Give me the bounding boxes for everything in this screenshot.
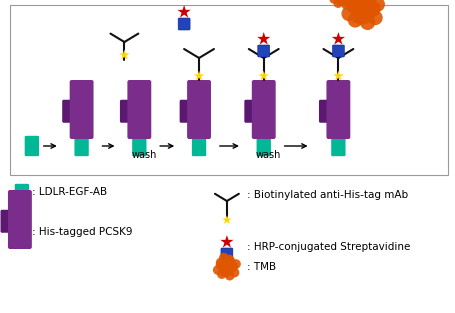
- Point: [217, 260, 224, 265]
- FancyBboxPatch shape: [120, 100, 132, 123]
- Point: [223, 239, 230, 244]
- FancyBboxPatch shape: [0, 210, 13, 233]
- Point: [221, 270, 228, 275]
- FancyBboxPatch shape: [256, 136, 270, 156]
- Point: [340, 0, 348, 1]
- Text: : TMB: : TMB: [246, 262, 275, 272]
- Point: [334, 1, 341, 6]
- FancyBboxPatch shape: [132, 136, 146, 156]
- Point: [217, 272, 225, 277]
- Point: [373, 2, 380, 7]
- Point: [223, 269, 230, 275]
- Point: [339, 0, 346, 3]
- Point: [221, 266, 228, 271]
- Text: wash: wash: [131, 150, 157, 160]
- Point: [359, 7, 366, 12]
- Point: [232, 262, 239, 267]
- Point: [213, 268, 221, 273]
- Point: [371, 15, 378, 20]
- FancyBboxPatch shape: [221, 248, 233, 260]
- Point: [334, 37, 341, 42]
- Text: : HRP-conjugated Streptavidine: : HRP-conjugated Streptavidine: [246, 242, 410, 252]
- Point: [369, 7, 376, 12]
- FancyBboxPatch shape: [127, 80, 151, 139]
- Point: [330, 0, 337, 2]
- Bar: [10, 5, 447, 175]
- Point: [180, 9, 187, 14]
- FancyBboxPatch shape: [330, 136, 345, 156]
- Point: [216, 262, 223, 267]
- FancyBboxPatch shape: [62, 100, 75, 123]
- Point: [226, 262, 233, 267]
- Point: [344, 11, 352, 16]
- Point: [227, 259, 234, 264]
- Point: [349, 0, 356, 4]
- Point: [365, 0, 372, 3]
- FancyBboxPatch shape: [332, 45, 344, 57]
- Point: [337, 0, 344, 4]
- Point: [259, 37, 267, 42]
- Point: [334, 74, 341, 79]
- Point: [359, 2, 366, 7]
- Point: [195, 74, 202, 79]
- Point: [342, 2, 349, 7]
- Point: [363, 20, 370, 25]
- Point: [359, 14, 366, 19]
- Point: [223, 261, 230, 266]
- FancyBboxPatch shape: [326, 80, 349, 139]
- FancyBboxPatch shape: [318, 100, 331, 123]
- FancyBboxPatch shape: [70, 80, 93, 139]
- Point: [259, 74, 267, 79]
- FancyBboxPatch shape: [74, 136, 89, 156]
- Point: [365, 8, 373, 13]
- Point: [227, 266, 234, 271]
- Point: [364, 3, 371, 8]
- FancyBboxPatch shape: [178, 18, 190, 30]
- FancyBboxPatch shape: [251, 80, 275, 139]
- FancyBboxPatch shape: [187, 80, 211, 139]
- Text: wash: wash: [255, 150, 281, 160]
- FancyBboxPatch shape: [25, 136, 39, 156]
- FancyBboxPatch shape: [244, 100, 257, 123]
- Text: : LDLR-EGF-AB: : LDLR-EGF-AB: [32, 187, 107, 197]
- Text: : Biotinylated anti-His-tag mAb: : Biotinylated anti-His-tag mAb: [246, 190, 407, 200]
- Point: [219, 264, 226, 269]
- FancyBboxPatch shape: [8, 190, 32, 249]
- Point: [230, 270, 238, 275]
- FancyBboxPatch shape: [192, 136, 206, 156]
- Point: [220, 255, 227, 260]
- Point: [351, 18, 358, 23]
- FancyBboxPatch shape: [179, 100, 192, 123]
- Point: [221, 262, 228, 267]
- Point: [349, 3, 356, 8]
- Text: : His-tagged PCSK9: : His-tagged PCSK9: [32, 227, 132, 237]
- Point: [356, 2, 363, 7]
- Point: [121, 53, 128, 58]
- Point: [229, 264, 236, 269]
- Point: [353, 7, 360, 12]
- FancyBboxPatch shape: [15, 184, 29, 200]
- Point: [347, 0, 354, 4]
- Point: [361, 10, 369, 15]
- Point: [355, 9, 363, 14]
- Point: [356, 15, 364, 20]
- Point: [225, 257, 233, 262]
- Point: [224, 267, 232, 272]
- Point: [223, 264, 230, 269]
- Point: [223, 218, 230, 223]
- FancyBboxPatch shape: [257, 45, 269, 57]
- Point: [226, 273, 233, 278]
